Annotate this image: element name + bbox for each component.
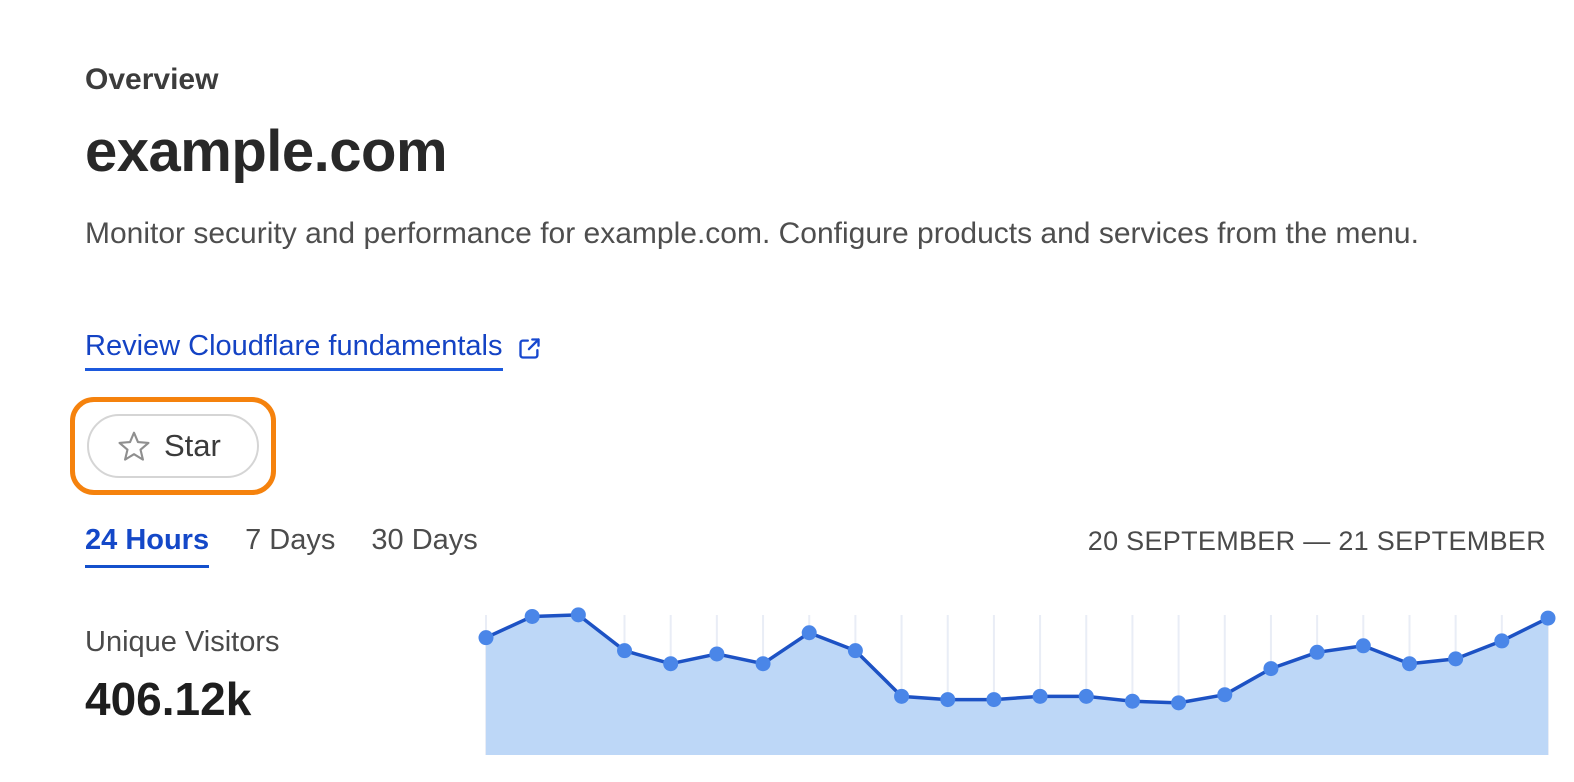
tab-24-hours[interactable]: 24 Hours: [85, 524, 210, 568]
external-link-icon: [516, 338, 543, 362]
tab-7-days[interactable]: 7 Days: [245, 524, 336, 556]
star-button-label: Star: [164, 428, 221, 463]
star-button-highlight-annotation: Star: [70, 397, 276, 495]
unique-visitors-label: Unique Visitors: [85, 626, 280, 658]
unique-visitors-chart-svg: [478, 607, 1556, 755]
page-eyebrow: Overview: [85, 63, 219, 96]
date-range-label: 20 SEPTEMBER — 21 SEPTEMBER: [1087, 526, 1546, 556]
fundamentals-link-row: Review Cloudflare fundamentals: [85, 330, 543, 371]
page-description: Monitor security and performance for exa…: [85, 217, 1419, 250]
review-fundamentals-link[interactable]: Review Cloudflare fundamentals: [85, 330, 503, 371]
star-button[interactable]: Star: [87, 414, 259, 478]
unique-visitors-value: 406.12k: [85, 673, 252, 725]
unique-visitors-chart[interactable]: [478, 592, 1556, 755]
tab-30-days[interactable]: 30 Days: [371, 524, 478, 556]
star-icon: [117, 429, 151, 463]
page-title: example.com: [85, 119, 448, 184]
time-range-tabs: 24 Hours 7 Days 30 Days: [85, 524, 478, 568]
time-range-row: 24 Hours 7 Days 30 Days 20 SEPTEMBER — 2…: [85, 524, 1546, 568]
